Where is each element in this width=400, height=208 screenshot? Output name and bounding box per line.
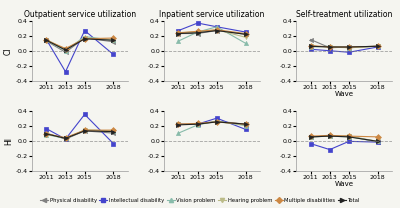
Title: Inpatient service utilization: Inpatient service utilization <box>159 10 265 19</box>
X-axis label: Wave: Wave <box>335 91 354 97</box>
Legend: Physical disability, Intellectual disability, Vision problem, Hearing problem, M: Physical disability, Intellectual disabi… <box>38 196 362 205</box>
Title: Self-treatment utilization: Self-treatment utilization <box>296 10 392 19</box>
X-axis label: Wave: Wave <box>335 181 354 187</box>
Y-axis label: HI: HI <box>4 137 13 145</box>
Y-axis label: CI: CI <box>4 47 13 54</box>
Title: Outpatient service utilization: Outpatient service utilization <box>24 10 136 19</box>
